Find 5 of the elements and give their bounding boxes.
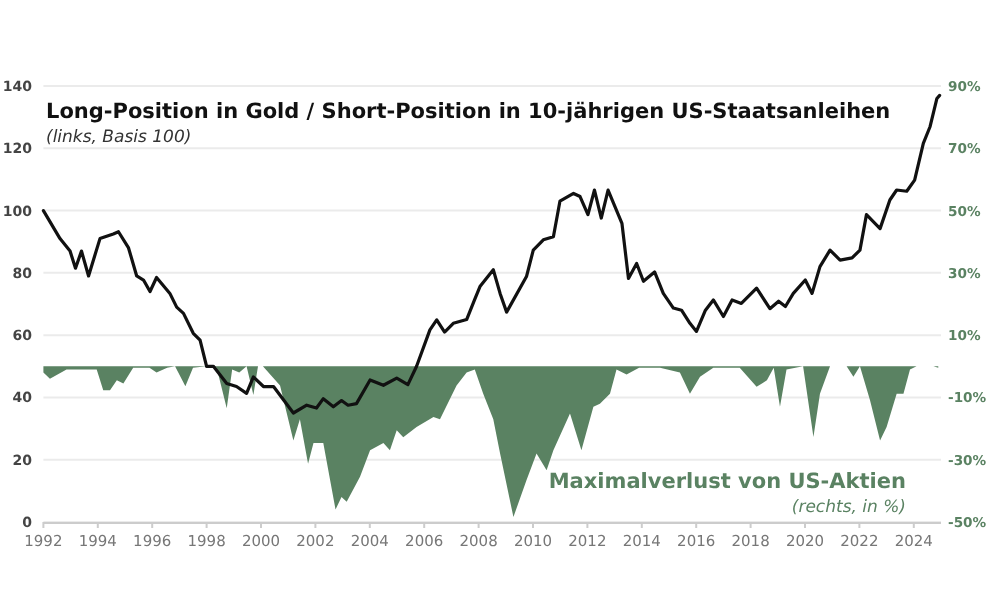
annotation: (rechts, in %) [791,498,906,518]
line-series [41,93,942,415]
text: Long-Position in Gold / Short-Position in 10-jährigen US-Staatsanleihen [46,100,891,124]
text: (links, Basis 100) [46,128,192,148]
annotation: Maximalverlust von US-Aktien [548,470,906,494]
